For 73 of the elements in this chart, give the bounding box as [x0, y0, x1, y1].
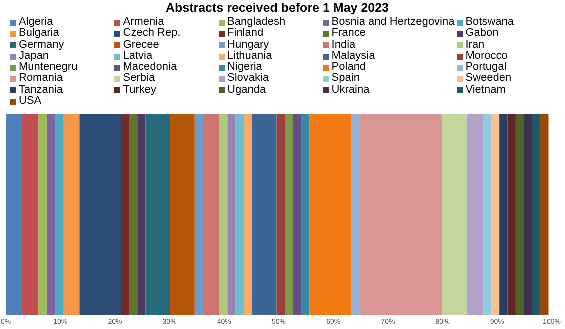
legend-label: India	[332, 38, 356, 51]
legend-label: Tanzania	[19, 84, 64, 96]
bar	[491, 114, 500, 316]
bar	[500, 114, 508, 316]
bar	[228, 114, 236, 316]
legend-label: Lithuania	[228, 50, 272, 62]
bar	[121, 114, 130, 316]
chart-title: Abstracts received before 1 May 2023	[164, 0, 390, 17]
legend-label: Bosnia and Hertzegovina	[332, 16, 455, 28]
bar	[442, 114, 467, 316]
bar	[285, 114, 294, 316]
bar	[219, 114, 228, 316]
bar	[359, 114, 442, 316]
legend-label: Nigeria	[228, 61, 262, 74]
bar	[310, 114, 352, 316]
legend-label: Muntenegru	[19, 61, 78, 74]
bar	[532, 114, 541, 316]
bar	[170, 114, 195, 316]
legend-label: Uganda	[228, 84, 266, 96]
legend-label: Ukraina	[332, 84, 370, 96]
bar	[203, 114, 220, 316]
legend-label: Czech Rep.	[123, 27, 181, 40]
legend-label: Malaysia	[332, 50, 376, 62]
bar	[508, 114, 516, 316]
legend-label: Bulgaria	[19, 27, 60, 40]
bar	[524, 114, 532, 316]
legend-label: Sweeden	[466, 72, 512, 85]
legend-label: Vietnam	[466, 84, 506, 96]
legend-label: Turkey	[123, 84, 156, 96]
legend-label: USA	[19, 95, 42, 108]
legend-label: Grecee	[123, 38, 160, 51]
bar	[236, 114, 244, 316]
legend-label: Germany	[19, 38, 64, 51]
bar	[252, 114, 277, 316]
legend-label: Portugal	[466, 61, 507, 74]
bar	[540, 114, 549, 316]
bar	[46, 114, 56, 316]
legend-label: Algeria	[19, 16, 54, 28]
legend-label: Poland	[332, 61, 366, 74]
bar	[146, 114, 170, 316]
bar	[129, 114, 138, 316]
legend-label: Serbia	[123, 72, 156, 85]
legend-label: Bangladesh	[228, 16, 286, 28]
legend-label: Armenia	[123, 16, 164, 28]
legend-label: France	[332, 27, 366, 40]
legend-label: Iran	[466, 38, 485, 51]
legend-label: Botswana	[466, 16, 514, 28]
bar	[351, 114, 360, 316]
legend-label: Japan	[19, 50, 49, 62]
bar	[6, 114, 22, 316]
bar	[80, 114, 122, 316]
bar	[276, 114, 286, 316]
bar	[244, 114, 252, 316]
legend-label: Spain	[332, 72, 360, 85]
legend-label: Finland	[228, 27, 264, 40]
bar	[38, 114, 47, 316]
bar	[293, 114, 302, 316]
bar	[138, 114, 146, 316]
legend-label: Morocco	[466, 50, 508, 62]
legend-label: Romania	[19, 72, 64, 85]
legend-label: Gabon	[466, 27, 499, 40]
bar	[55, 114, 64, 316]
bar	[516, 114, 524, 316]
bar	[483, 114, 492, 316]
legend-label: Hungary	[228, 38, 270, 51]
bar	[466, 114, 484, 316]
bar	[63, 114, 80, 316]
bar	[194, 114, 204, 316]
legend-label: Macedonia	[123, 61, 178, 74]
bar	[301, 114, 310, 316]
legend-label: Slovakia	[228, 72, 270, 85]
bar	[22, 114, 39, 316]
legend-label: Latvia	[123, 50, 153, 62]
